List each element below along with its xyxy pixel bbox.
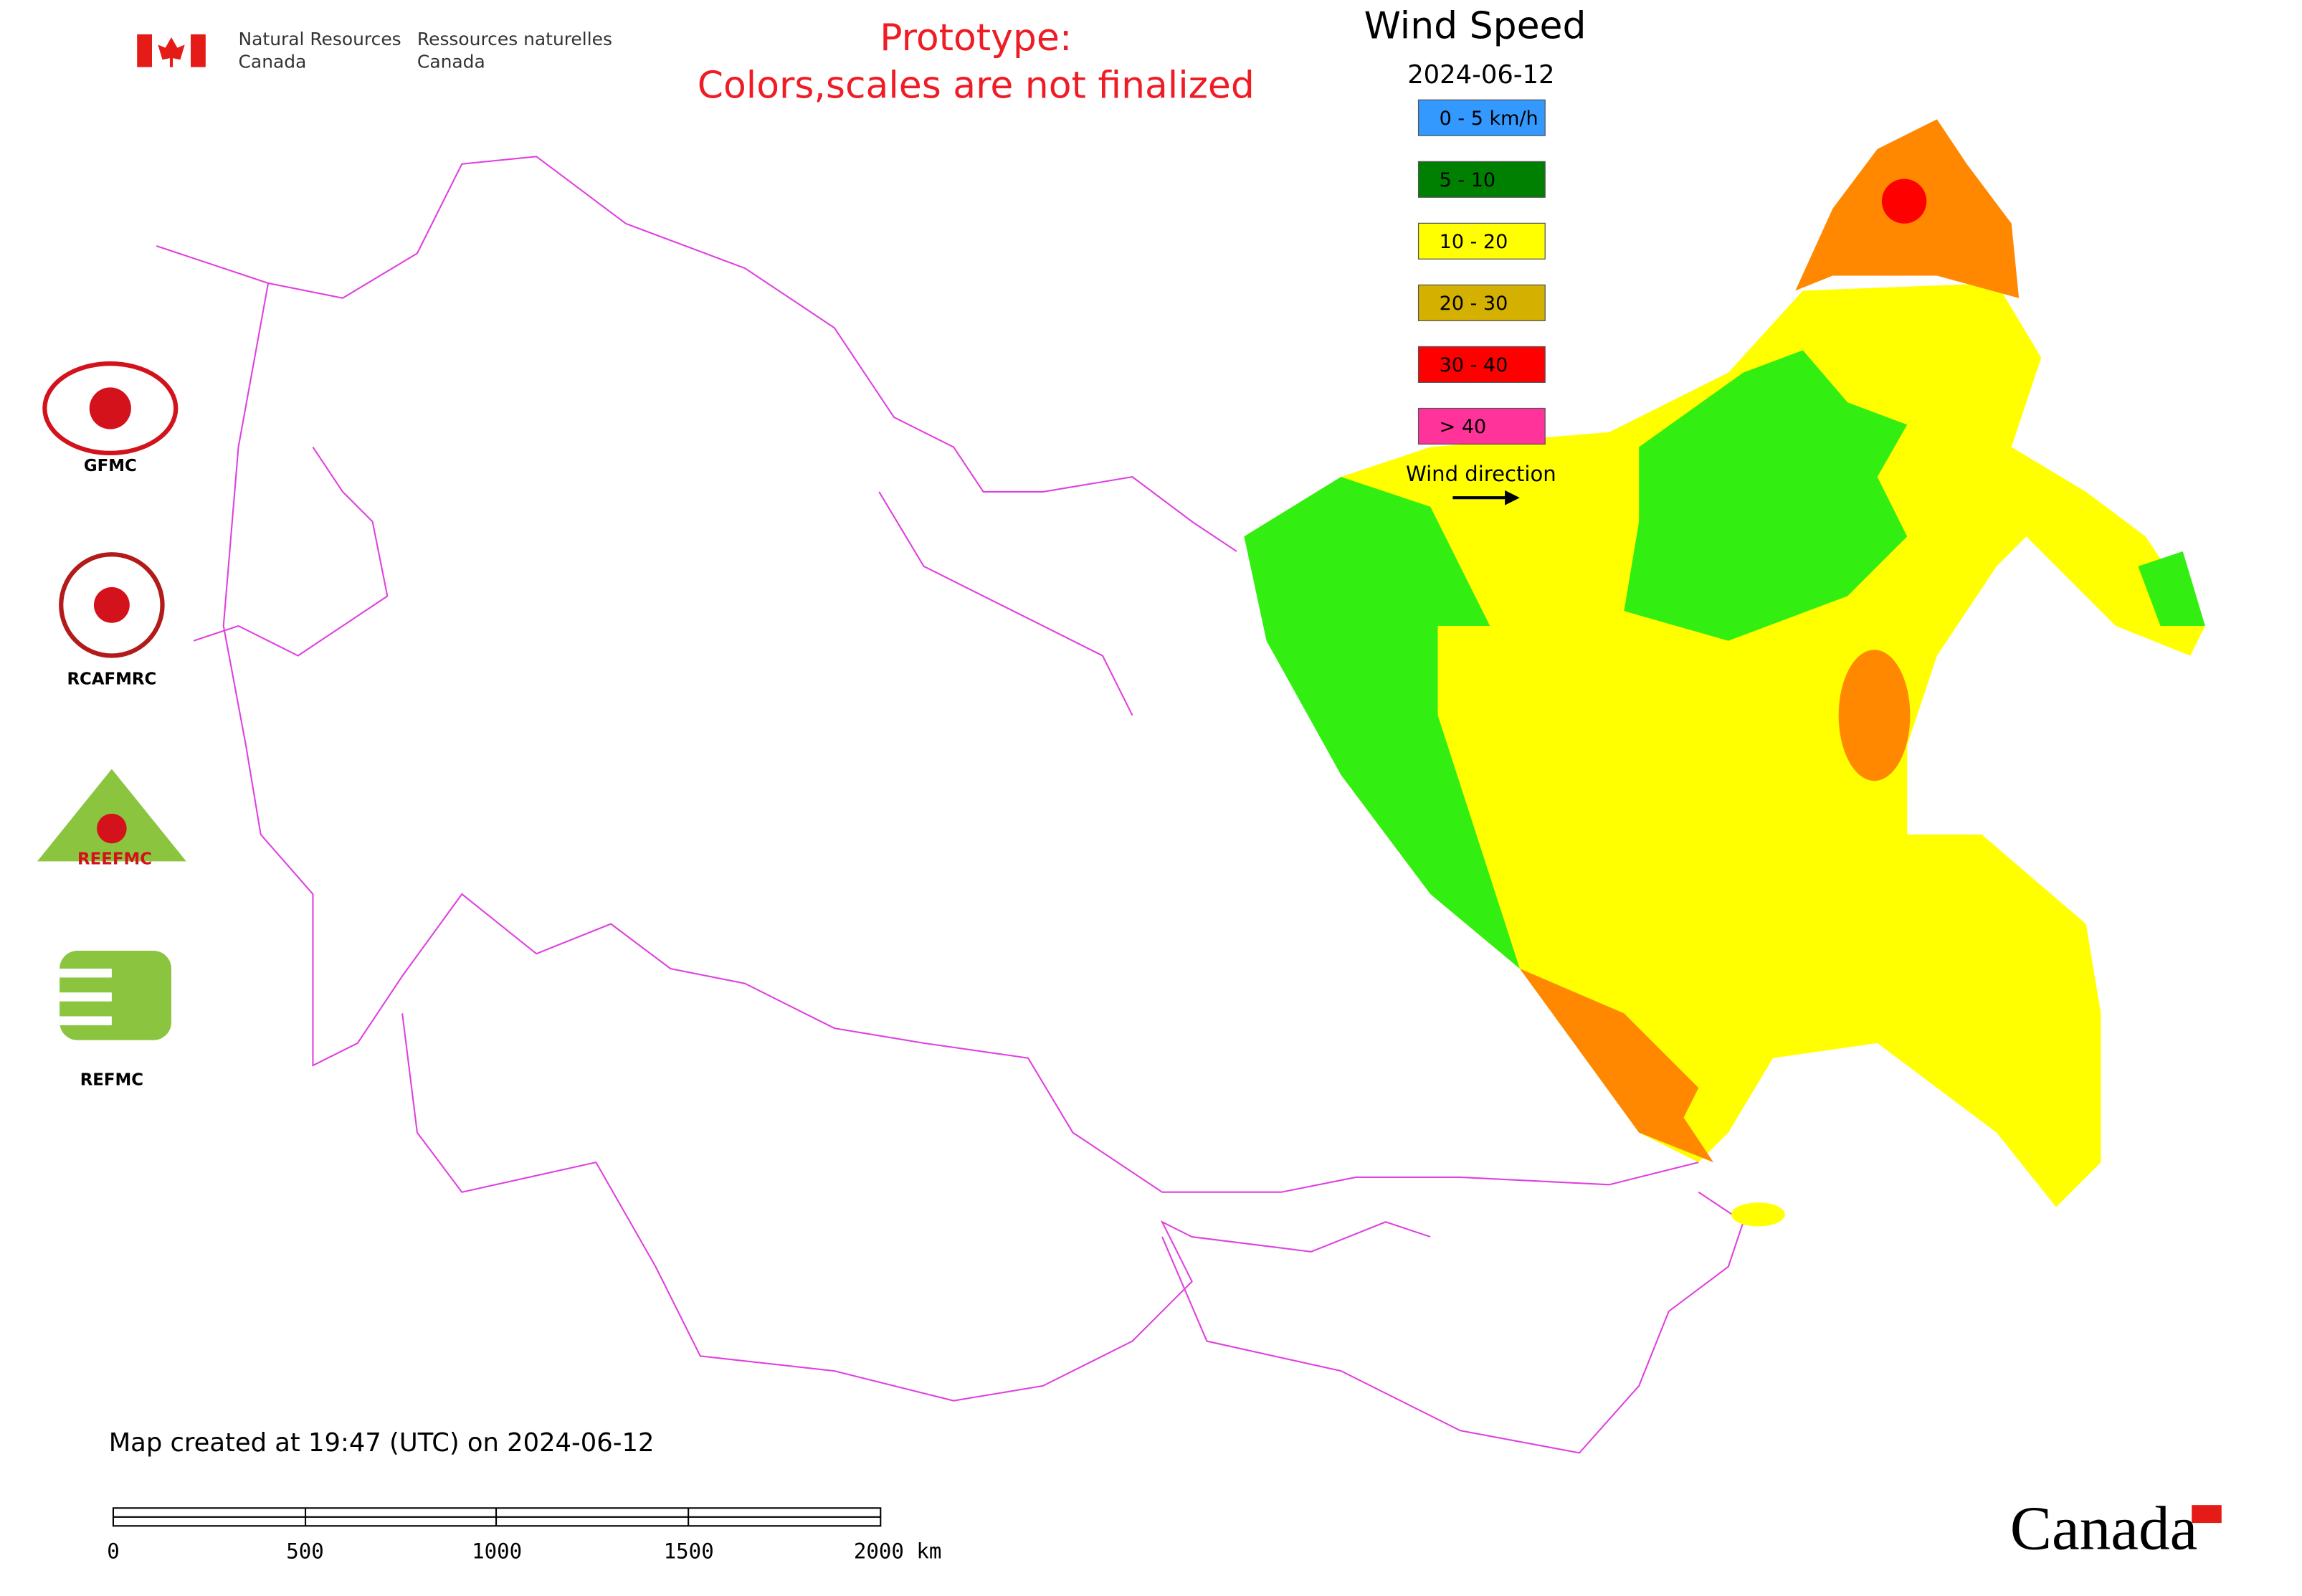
logo-gfmc [42,361,179,455]
logo-label: GFMC [84,457,137,475]
canada-flag [137,34,206,67]
prototype-note: Colors,scales are not finalized [698,65,1255,108]
scale-label: 1000 [472,1539,522,1564]
legend-label: 20 - 30 [1440,293,1508,315]
prototype-note: Prototype: [880,16,1072,60]
wind-region [1624,350,1908,641]
map-created: Map created at 19:47 (UTC) on 2024-06-12 [109,1428,655,1458]
legend-swatch [1417,407,1546,445]
wind-region [2138,551,2205,626]
legend-swatch [1417,161,1546,198]
wind-region [1731,1202,1785,1227]
legend-label: 30 - 40 [1440,354,1508,376]
wind-arrow [1452,490,1520,505]
country-borders [156,156,1744,1454]
legend-label: 5 - 10 [1440,169,1495,191]
scale-bar [112,1507,882,1527]
legend-swatch [1417,346,1546,383]
scale-label: 500 [286,1539,324,1564]
scale-label: 1500 [664,1539,714,1564]
wind-direction-label: Wind direction [1406,462,1556,486]
legend-label: 0 - 5 km/h [1440,108,1538,130]
wordmark-flag [2192,1505,2222,1524]
agency-fr: Canada [417,51,485,72]
legend-swatch [1417,284,1546,321]
legend-date: 2024-06-12 [1407,60,1554,90]
agency-fr: Ressources naturelles [417,29,612,49]
wind-region [1244,282,2205,1207]
logo-label: RCAFMRC [67,670,156,688]
canada-wordmark: Canada [2010,1493,2198,1563]
logo-reefmc [37,769,186,862]
wind-region [1244,477,1520,969]
legend: 0 - 5 km/h 5 - 10 10 - 20 20 - 30 30 - 40 > 4… [1417,99,1546,445]
wind-region [1881,179,1927,224]
legend-label: 10 - 20 [1440,231,1508,253]
agency-en: Canada [239,51,307,72]
agency-en: Natural Resources [239,29,401,49]
wind-region [1838,650,1911,782]
scale-labels: 0 500 1000 1500 2000 km [107,1539,941,1564]
legend-swatch [1417,222,1546,260]
logo-rcafmrc [59,552,165,658]
legend-title: Wind Speed [1364,5,1587,48]
scale-label: 0 [107,1539,120,1564]
logo-label: REEFMC [77,850,152,869]
legend-label: > 40 [1440,416,1487,438]
legend-swatch [1417,99,1546,136]
logo-refmc [60,951,172,1040]
wind-region [1519,968,1714,1163]
scale-label: 2000 km [854,1539,942,1564]
logo-label: REFMC [80,1070,143,1089]
